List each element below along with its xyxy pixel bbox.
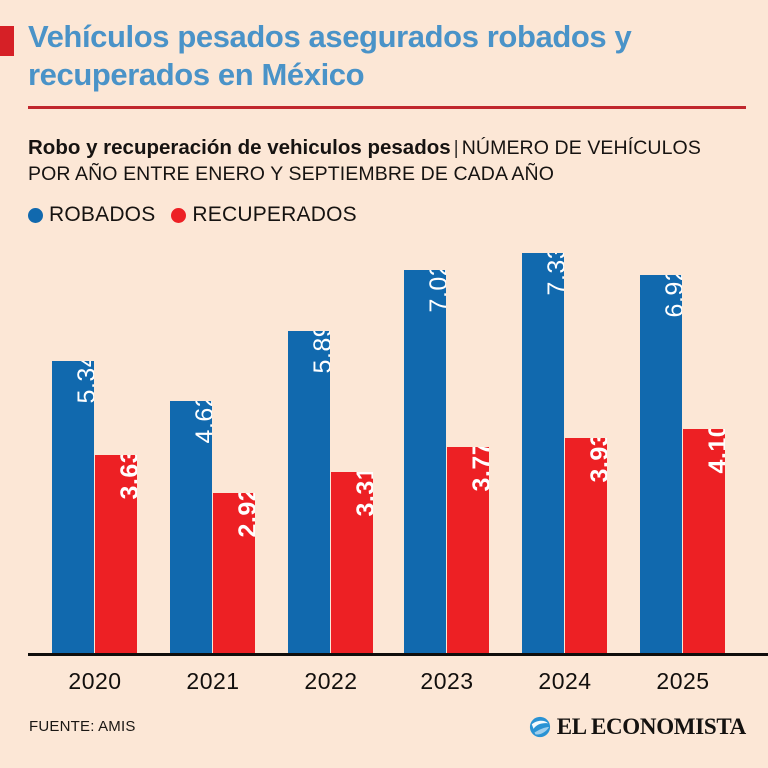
bar-chart: 5,346 3,632 4,628 2,928 5,897 3,310 7,026 3,776… bbox=[0, 232, 768, 656]
circle-dot-icon bbox=[28, 207, 43, 223]
page-title: Vehículos pesados asegurados robados y r… bbox=[28, 19, 632, 93]
bar-value-label: 7,337 bbox=[543, 253, 564, 296]
bar-recuperados[interactable]: 3,776 bbox=[447, 447, 489, 653]
bar-value-label: 6,926 bbox=[661, 275, 682, 318]
bar-value-label: 3,776 bbox=[468, 447, 489, 492]
brand-name: EL ECONOMISTA bbox=[556, 714, 747, 739]
legend-item-recuperados[interactable]: RECUPERADOS bbox=[171, 203, 357, 227]
bar-robados[interactable]: 5,346 bbox=[52, 361, 94, 653]
bar-value-label: 3,935 bbox=[586, 438, 607, 483]
x-axis-line bbox=[28, 653, 768, 656]
bar-recuperados[interactable]: 3,310 bbox=[331, 472, 373, 653]
x-axis-labels: 2020 2021 2022 2023 2024 2025 bbox=[0, 668, 768, 698]
chart-subtitle-bold: Robo y recuperación de vehiculos pesados bbox=[28, 136, 451, 159]
bar-value-label: 4,101 bbox=[704, 429, 725, 474]
bar-recuperados[interactable]: 4,101 bbox=[683, 429, 725, 653]
bar-group: 7,026 3,776 bbox=[404, 233, 490, 653]
globe-swirl-icon bbox=[529, 716, 550, 738]
title-divider bbox=[28, 106, 746, 109]
bar-group: 5,897 3,310 bbox=[288, 233, 374, 653]
bar-value-label: 2,928 bbox=[234, 493, 255, 538]
source-note: FUENTE: AMIS bbox=[29, 718, 136, 735]
bar-robados[interactable]: 7,337 bbox=[522, 253, 564, 653]
accent-mark bbox=[0, 26, 14, 56]
bar-recuperados[interactable]: 2,928 bbox=[213, 493, 255, 653]
bar-robados[interactable]: 7,026 bbox=[404, 270, 446, 653]
x-axis-label: 2023 bbox=[420, 668, 474, 694]
bar-group: 5,346 3,632 bbox=[52, 233, 138, 653]
chart-subtitle: Robo y recuperación de vehiculos pesados… bbox=[28, 134, 744, 187]
brand-logo: EL ECONOMISTA bbox=[529, 714, 746, 740]
bar-robados[interactable]: 4,628 bbox=[170, 401, 212, 653]
legend-item-robados[interactable]: ROBADOS bbox=[28, 203, 155, 227]
chart-legend: ROBADOS RECUPERADOS bbox=[28, 203, 357, 227]
legend-label: ROBADOS bbox=[49, 203, 156, 226]
bar-value-label: 4,628 bbox=[191, 401, 212, 444]
chart-subtitle-separator: | bbox=[453, 137, 459, 159]
bar-value-label: 5,346 bbox=[73, 361, 94, 404]
x-axis-label: 2021 bbox=[186, 668, 240, 694]
x-axis-label: 2025 bbox=[656, 668, 710, 694]
bar-group: 4,628 2,928 bbox=[170, 233, 256, 653]
bar-robados[interactable]: 5,897 bbox=[288, 331, 330, 653]
bar-recuperados[interactable]: 3,632 bbox=[95, 455, 137, 653]
bar-value-label: 5,897 bbox=[309, 331, 330, 374]
bar-robados[interactable]: 6,926 bbox=[640, 275, 682, 653]
bar-value-label: 7,026 bbox=[425, 270, 446, 313]
chart-subtitle-caps: NÚMERO DE VEHÍCULOS POR AÑO ENTRE ENERO … bbox=[28, 137, 701, 185]
bar-group: 7,337 3,935 bbox=[522, 233, 608, 653]
x-axis-label: 2022 bbox=[304, 668, 358, 694]
bar-recuperados[interactable]: 3,935 bbox=[565, 438, 607, 653]
legend-label: RECUPERADOS bbox=[192, 203, 357, 226]
bar-value-label: 3,310 bbox=[352, 472, 373, 517]
x-axis-label: 2020 bbox=[68, 668, 122, 694]
bar-value-label: 3,632 bbox=[116, 455, 137, 500]
bar-group: 6,926 4,101 bbox=[640, 233, 726, 653]
chart-plot-area: 5,346 3,632 4,628 2,928 5,897 3,310 7,026 3,776… bbox=[0, 233, 768, 656]
circle-dot-icon bbox=[171, 207, 187, 223]
x-axis-label: 2024 bbox=[538, 668, 592, 694]
